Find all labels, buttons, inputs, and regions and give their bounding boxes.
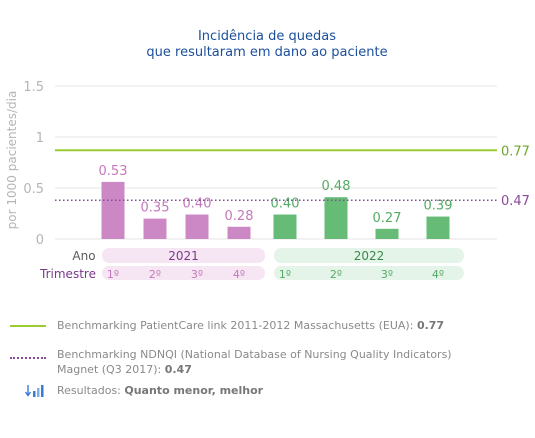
bar bbox=[185, 214, 209, 239]
quarter-tick-label: 1º bbox=[107, 268, 119, 281]
bar bbox=[143, 218, 167, 239]
legend-text-line1: Benchmarking NDNQI (National Database of… bbox=[57, 348, 452, 361]
row-label-trimestre: Trimestre bbox=[39, 267, 96, 281]
legend-text: Resultados: bbox=[57, 384, 125, 397]
bar-value-label: 0.40 bbox=[183, 197, 212, 212]
bar-value-label: 0.28 bbox=[225, 209, 254, 224]
legend-value: Quanto menor, melhor bbox=[124, 384, 264, 397]
row-label-ano: Ano bbox=[72, 249, 95, 263]
quarter-tick-label: 1º bbox=[279, 268, 291, 281]
quarter-tick-label: 4º bbox=[233, 268, 245, 281]
bar bbox=[273, 214, 297, 239]
quarter-pill bbox=[274, 266, 464, 280]
chart-title-line: Incidência de quedas bbox=[198, 29, 336, 44]
y-tick-label: 0 bbox=[36, 233, 44, 248]
year-pill bbox=[102, 248, 265, 263]
bar bbox=[426, 216, 450, 239]
year-label: 2021 bbox=[168, 249, 199, 263]
quarter-tick-label: 2º bbox=[149, 268, 161, 281]
chart-title-line: que resultaram em dano ao paciente bbox=[146, 45, 387, 60]
bar-value-label: 0.40 bbox=[271, 197, 300, 212]
bar-value-label: 0.35 bbox=[141, 201, 170, 216]
bar-value-label: 0.48 bbox=[322, 179, 351, 194]
quarter-tick-label: 3º bbox=[191, 268, 203, 281]
bar bbox=[227, 226, 251, 239]
bar-value-label: 0.39 bbox=[424, 199, 453, 214]
legend-item-ndnqi: Benchmarking NDNQI (National Database of… bbox=[10, 347, 530, 379]
bar-value-label: 0.53 bbox=[99, 164, 128, 179]
quarter-tick-label: 3º bbox=[381, 268, 393, 281]
year-label: 2022 bbox=[354, 249, 385, 263]
reference-line-label: 0.47 bbox=[501, 194, 530, 209]
bar-value-label: 0.27 bbox=[373, 211, 402, 226]
bar bbox=[324, 197, 348, 239]
quarter-tick-label: 2º bbox=[330, 268, 342, 281]
reference-line-label: 0.77 bbox=[501, 144, 530, 159]
quarter-pill bbox=[102, 266, 265, 280]
y-tick-label: 1.5 bbox=[23, 80, 44, 95]
legend-item-resultados: Resultados: Quanto menor, melhor bbox=[10, 383, 530, 401]
legend-item-patientcare: Benchmarking PatientCare link 2011-2012 … bbox=[10, 318, 530, 338]
bar bbox=[101, 181, 125, 239]
solid-line-swatch bbox=[10, 325, 46, 327]
dotted-line-swatch bbox=[10, 357, 46, 359]
bar-chart-down-arrow-icon bbox=[25, 385, 44, 397]
legend-value: 0.77 bbox=[416, 319, 445, 332]
y-tick-label: 1 bbox=[36, 131, 44, 146]
bar bbox=[375, 228, 399, 239]
y-axis-label: por 1000 pacientes/dia bbox=[5, 91, 19, 230]
y-tick-label: 0.5 bbox=[23, 182, 44, 197]
legend-value: 0.47 bbox=[164, 363, 192, 376]
quarter-tick-label: 4º bbox=[432, 268, 444, 281]
legend-text-line2: Magnet (Q3 2017): bbox=[57, 363, 165, 376]
year-pill bbox=[274, 248, 464, 263]
legend-text: Benchmarking PatientCare link 2011-2012 … bbox=[57, 319, 417, 332]
